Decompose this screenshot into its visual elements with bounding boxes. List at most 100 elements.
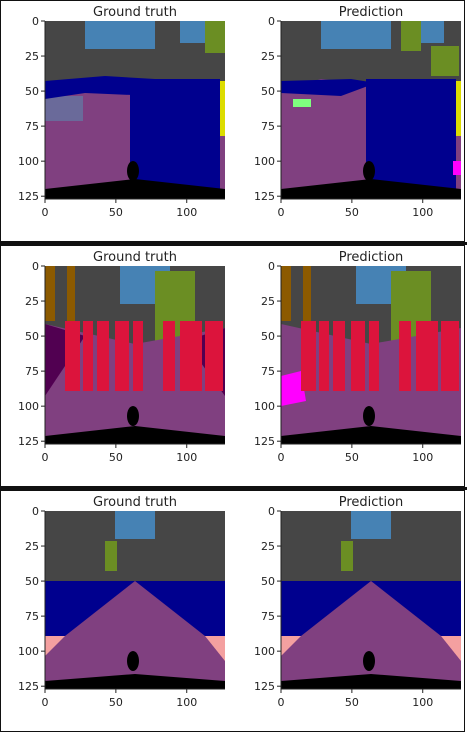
x-tick-label: 50 [345, 206, 359, 219]
fence-region [45, 266, 55, 321]
y-tick-label: 75 [25, 610, 39, 623]
sky-region [351, 511, 391, 539]
y-tick-label: 25 [25, 295, 39, 308]
building-region [215, 511, 225, 541]
y-tick-label: 125 [254, 680, 275, 693]
row-1: Ground truth 0 25 50 75 100 125 0 50 100 Predictio… [0, 0, 465, 242]
y-tick-label: 50 [25, 85, 39, 98]
x-tick-label: 50 [109, 206, 123, 219]
segmentation-image [281, 21, 461, 199]
segmentation-image [45, 266, 225, 444]
subplot-title: Ground truth [93, 5, 177, 20]
sky-region [115, 511, 155, 539]
person-region [351, 321, 365, 391]
y-tick-label: 0 [32, 505, 39, 518]
vehicle-region [366, 79, 456, 189]
person-region [369, 321, 379, 391]
segmentation-image [45, 511, 225, 689]
x-tick-label: 100 [176, 206, 197, 219]
person-region [441, 321, 459, 391]
y-tick-label: 75 [25, 365, 39, 378]
y-tick-label: 0 [32, 260, 39, 273]
subplot-title: Prediction [339, 5, 404, 20]
y-tick-label: 50 [261, 575, 275, 588]
x-tick-label: 0 [278, 451, 285, 464]
person-region [83, 321, 93, 391]
y-tick-label: 25 [261, 295, 275, 308]
vegetation-region [431, 46, 459, 76]
x-tick-label: 0 [278, 206, 285, 219]
x-tick-label: 50 [345, 696, 359, 709]
y-tick-label: 75 [261, 120, 275, 133]
y-tick-label: 100 [254, 155, 275, 168]
prediction-subplot: Prediction02550751001250 50 100 [254, 250, 461, 464]
person-region [180, 321, 202, 391]
y-tick-label: 125 [18, 680, 39, 693]
person-region [133, 321, 143, 391]
ego-vehicle-region [127, 406, 139, 426]
y-tick-label: 0 [268, 15, 275, 28]
fence-region [303, 266, 311, 321]
row-1-svg: Ground truth02550751001250 50 100Predictio… [1, 1, 464, 241]
y-tick-label: 25 [25, 540, 39, 553]
person-region [416, 321, 438, 391]
x-tick-label: 100 [412, 206, 433, 219]
fence-region [281, 266, 291, 321]
subplot-title: Ground truth [93, 250, 177, 265]
y-tick-label: 25 [261, 50, 275, 63]
ego-vehicle-region [127, 651, 139, 671]
vegetation-region [401, 21, 421, 51]
ego-vehicle-region [363, 651, 375, 671]
y-tick-label: 0 [268, 260, 275, 273]
person-region [205, 321, 223, 391]
x-tick-label: 50 [345, 451, 359, 464]
vegetation-region [205, 21, 225, 53]
person-region [301, 321, 316, 391]
x-tick-label: 0 [42, 206, 49, 219]
segmentation-image [281, 511, 461, 689]
y-tick-label: 75 [261, 610, 275, 623]
y-tick-label: 100 [18, 155, 39, 168]
segmentation-image [281, 266, 461, 444]
misc-region [293, 99, 311, 107]
x-tick-label: 0 [42, 696, 49, 709]
segmentation-image [45, 21, 225, 199]
person-region [333, 321, 345, 391]
terrain-region [45, 96, 83, 121]
y-tick-label: 125 [254, 435, 275, 448]
person-region [97, 321, 109, 391]
y-tick-label: 100 [18, 645, 39, 658]
vehicle-region [130, 79, 220, 189]
y-tick-label: 100 [254, 400, 275, 413]
x-tick-label: 50 [109, 696, 123, 709]
ego-vehicle-region [363, 406, 375, 426]
person-region [115, 321, 129, 391]
x-tick-label: 100 [176, 451, 197, 464]
sign-region [220, 81, 225, 136]
misc-region [453, 161, 461, 175]
y-tick-label: 125 [18, 435, 39, 448]
y-tick-label: 125 [254, 190, 275, 203]
subplot-title: Prediction [339, 495, 404, 510]
y-tick-label: 75 [25, 120, 39, 133]
vegetation-region [341, 541, 353, 571]
y-tick-label: 50 [25, 330, 39, 343]
x-tick-label: 100 [412, 696, 433, 709]
fence-region [67, 266, 75, 321]
row-2: Ground truth 0 25 50 75 100 125 0 50 100 Predictio… [0, 245, 465, 487]
x-tick-label: 50 [109, 451, 123, 464]
y-tick-label: 0 [32, 15, 39, 28]
person-region [319, 321, 329, 391]
x-tick-label: 100 [412, 451, 433, 464]
y-tick-label: 50 [261, 330, 275, 343]
y-tick-label: 100 [18, 400, 39, 413]
y-tick-label: 0 [268, 505, 275, 518]
ego-vehicle-region [127, 161, 139, 181]
building-region [451, 511, 461, 541]
y-tick-label: 50 [261, 85, 275, 98]
